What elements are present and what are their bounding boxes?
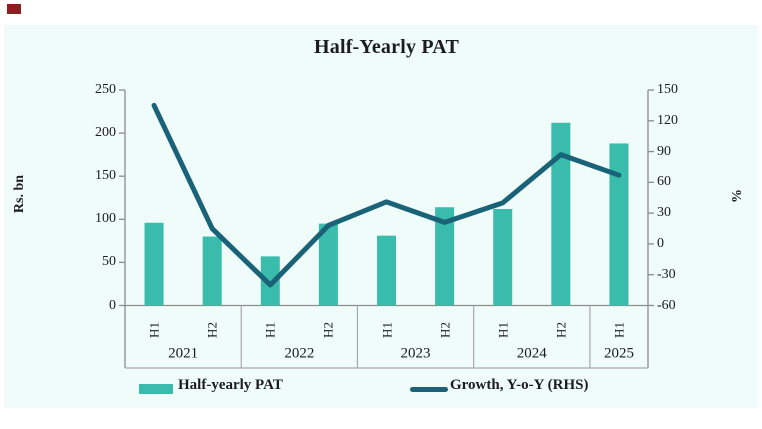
- right-axis-tick-label: 120: [657, 112, 678, 128]
- right-axis-tick-label: -60: [657, 297, 676, 313]
- pat-bar: [377, 235, 396, 306]
- right-axis-tick-label: 0: [657, 235, 664, 251]
- legend-bar-label: Half-yearly PAT: [178, 377, 283, 393]
- year-label: 2023: [400, 345, 431, 362]
- legend-line-label: Growth, Y-o-Y (RHS): [450, 377, 589, 393]
- pat-bar: [260, 256, 280, 306]
- half-period-label: H1: [495, 321, 511, 338]
- left-axis-tick-label: 200: [95, 125, 116, 141]
- chart-title: Half-Yearly PAT: [313, 36, 459, 58]
- year-label: 2024: [516, 345, 547, 362]
- half-period-label: H2: [553, 321, 569, 338]
- right-axis-tick-label: 150: [657, 82, 678, 97]
- growth-line-series: [151, 102, 622, 288]
- legend-line-swatch-icon: [410, 387, 448, 392]
- left-axis-tick-label: 50: [102, 254, 116, 270]
- left-axis-title: Rs. bn: [12, 174, 27, 214]
- pat-bar: [435, 207, 455, 306]
- left-axis-tick-label: 0: [109, 297, 116, 313]
- year-label: 2025: [603, 345, 634, 362]
- year-label: 2021: [168, 345, 199, 362]
- pat-bar: [202, 236, 222, 306]
- pat-bar: [318, 223, 338, 306]
- pat-bar: [609, 143, 629, 306]
- half-period-label: H2: [204, 321, 220, 338]
- right-axis-tick-label: 90: [657, 143, 671, 159]
- chart-panel-background: [4, 25, 758, 408]
- half-period-label: H1: [146, 321, 162, 338]
- half-period-label: H1: [611, 321, 627, 338]
- left-axis-tick-label: 150: [95, 168, 116, 184]
- corner-accent-mark: [7, 4, 21, 14]
- pat-bar: [144, 222, 164, 306]
- pat-bar: [551, 122, 571, 306]
- right-axis-tick-label: -30: [657, 266, 676, 282]
- pat-bar: [493, 208, 513, 306]
- legend-bar-swatch-icon: [139, 384, 173, 394]
- half-period-label: H2: [320, 321, 336, 338]
- half-period-label: H2: [437, 321, 453, 338]
- right-axis-title: %: [730, 189, 745, 203]
- half-period-label: H1: [379, 321, 394, 338]
- half-period-label: H1: [262, 321, 278, 338]
- right-axis-tick-label: 30: [657, 205, 671, 221]
- right-axis-tick-label: 60: [657, 174, 671, 190]
- left-axis-tick-label: 100: [95, 211, 116, 227]
- year-label: 2022: [284, 345, 315, 362]
- left-axis-tick-label: 250: [95, 82, 116, 97]
